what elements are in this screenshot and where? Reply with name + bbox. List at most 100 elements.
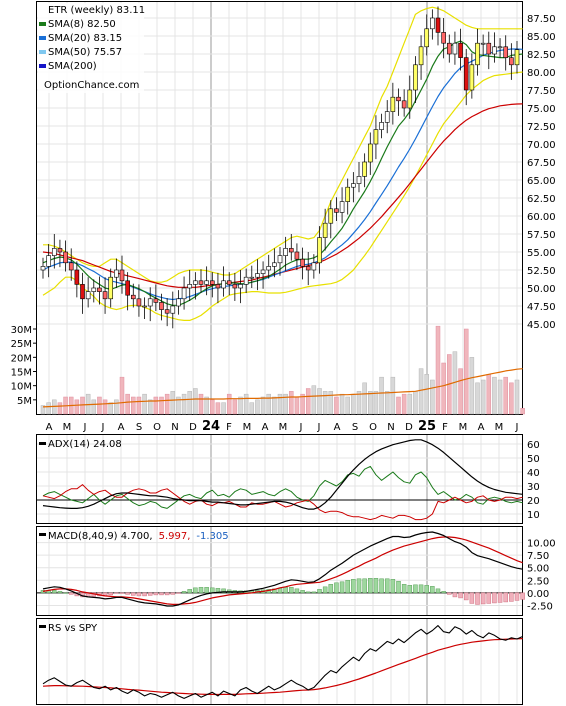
volume-bar (170, 391, 176, 415)
adx-label: ADX(14) 24.08 (48, 439, 122, 450)
x-tick-label: J (83, 422, 87, 433)
macd-histogram-bar (176, 592, 181, 594)
macd-hist-value: -1.305 (196, 531, 228, 542)
volume-bar (458, 368, 463, 415)
macd-histogram-bar (345, 580, 350, 594)
volume-bar (204, 396, 209, 415)
macd-histogram-bar (136, 592, 142, 597)
price-tick-label: 85.00 (527, 32, 556, 43)
volume-bar (283, 393, 288, 415)
x-tick-label: M (279, 422, 288, 433)
volume-bar (294, 396, 300, 415)
volume-bars (40, 325, 525, 415)
candle-body (339, 201, 345, 213)
price-tick-label: 87.50 (527, 14, 556, 25)
macd-histogram-bar (514, 592, 520, 601)
volume-bar (520, 408, 525, 415)
legend-sma50: SMA(50) 75.57 (48, 47, 122, 58)
x-tick-label: A (118, 422, 125, 433)
candle-body (102, 291, 108, 300)
volume-bar (147, 399, 153, 415)
volume-bar (339, 393, 345, 415)
axis-labels: A M J J A S O N D 24 F M A M J J A S O N D 25 F M A M J87.5085.008… (11, 14, 556, 612)
volume-bar (243, 393, 249, 415)
candle-body (85, 291, 91, 300)
macd-histogram-bar (424, 585, 429, 594)
x-tick-label: M (243, 422, 252, 433)
macd-label: MACD(8,40,9) 4.700, 5.997, -1.305 (48, 531, 229, 542)
candle-body (164, 309, 170, 314)
volume-tick-label: 25M (11, 339, 32, 350)
macd-histogram-bar (294, 588, 300, 594)
macd-histogram-bar (362, 578, 367, 594)
x-tick-label: A (334, 422, 341, 433)
macd-histogram-bar (356, 578, 362, 594)
volume-bar (46, 402, 51, 415)
adx-line (42, 439, 523, 510)
x-tick-label: M (459, 422, 468, 433)
volume-tick-label: 15M (11, 368, 32, 379)
volume-bar (384, 391, 390, 415)
candle-body (356, 176, 362, 184)
candle-body (283, 248, 288, 256)
volume-bar (266, 393, 271, 415)
candle-body (463, 57, 469, 91)
volume-bar (424, 374, 429, 415)
volume-bar (102, 399, 108, 415)
candle-body (226, 280, 232, 285)
candle-body (215, 284, 221, 289)
x-tick-label: M (63, 422, 72, 433)
candle-body (413, 64, 418, 91)
macd-histogram-bar (114, 592, 119, 594)
candle-body (142, 305, 147, 308)
legend-sma20: SMA(20) 83.15 (48, 33, 122, 44)
macd-histogram-bar (210, 587, 215, 594)
volume-bar (181, 393, 187, 415)
volume-bar (514, 379, 520, 415)
x-tick-label: S (136, 422, 142, 433)
volume-bar (492, 376, 497, 415)
macd-histogram-bar (379, 578, 384, 594)
candle-body (300, 258, 305, 267)
volume-bar (176, 396, 181, 415)
macd-histogram-bar (198, 587, 204, 594)
macd-series (40, 531, 525, 607)
volume-bar (430, 379, 435, 415)
volume-tick-label: 20M (11, 353, 32, 364)
macd-histogram-bar (108, 592, 113, 596)
volume-bar (272, 396, 277, 415)
volume-bar (114, 399, 119, 415)
macd-histogram-bar (277, 588, 283, 594)
volume-bar (475, 382, 480, 415)
volume-tick-label: 5M (17, 396, 32, 407)
macd-panel (36, 526, 523, 616)
candle-body (390, 96, 396, 112)
candle-body (272, 262, 277, 267)
candle-body (509, 57, 514, 66)
candle-body (119, 269, 125, 282)
volume-bar (74, 399, 80, 415)
candle-body (51, 248, 57, 256)
candle-body (125, 280, 130, 296)
adx-label-swatch (39, 442, 46, 445)
x-tick-label: N (387, 422, 394, 433)
volume-bar (221, 402, 226, 415)
volume-bar (373, 391, 379, 415)
candle-body (305, 266, 311, 271)
volume-bar (119, 376, 125, 415)
volume-bar (497, 379, 503, 415)
volume-bar (509, 382, 514, 415)
volume-bar (362, 382, 367, 415)
candle-body (328, 208, 334, 224)
candle-body (97, 287, 102, 292)
price-tick-label: 75.00 (527, 104, 556, 115)
volume-bar (260, 396, 266, 415)
volume-bar (418, 368, 424, 415)
volume-bar (368, 391, 373, 415)
volume-bar (356, 391, 362, 415)
legend-swatch-sma50 (39, 50, 46, 54)
legend-swatch-sma8 (39, 22, 46, 26)
candle-body (153, 298, 159, 303)
candle-body (475, 42, 480, 66)
candle-body (311, 262, 317, 271)
